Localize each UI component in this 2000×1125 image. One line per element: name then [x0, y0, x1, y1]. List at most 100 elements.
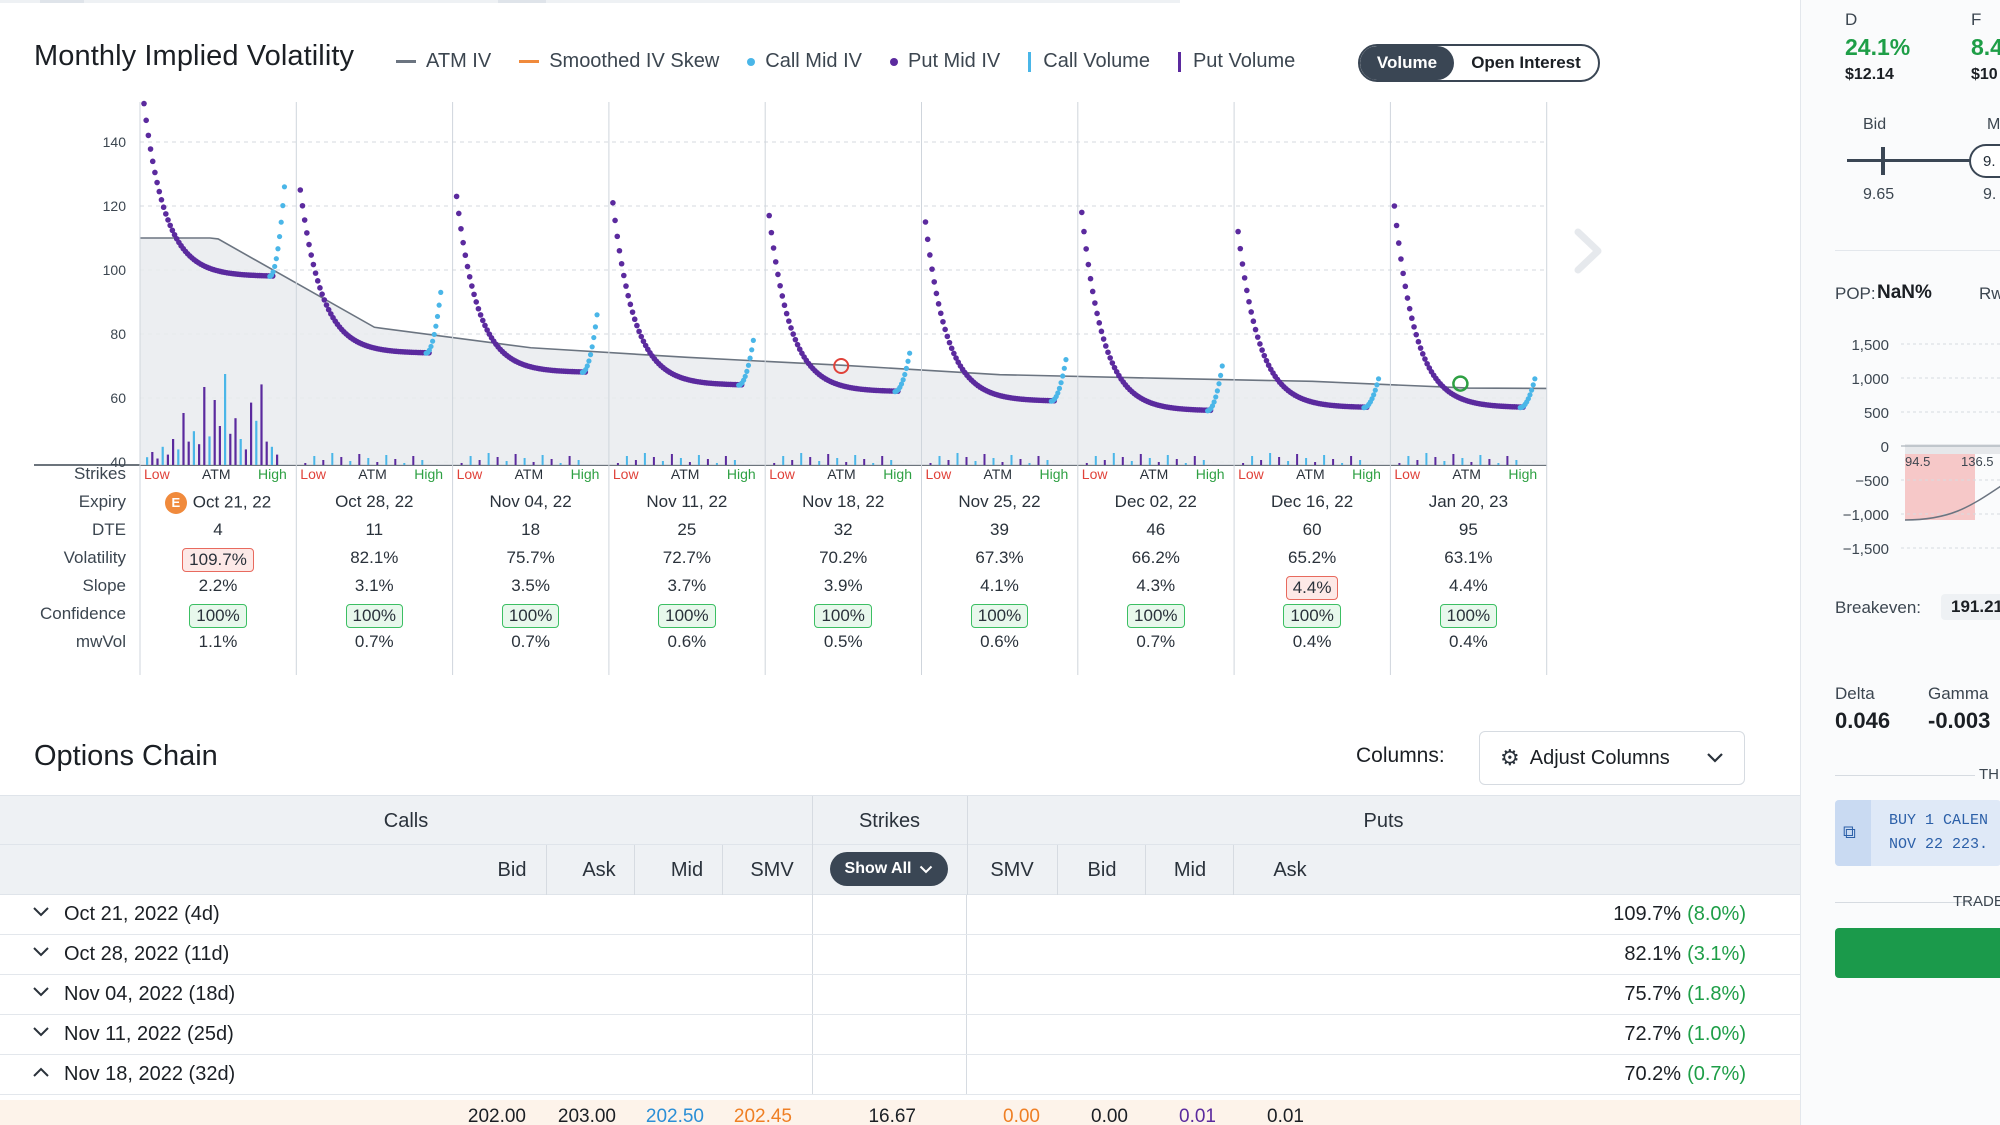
volume-oi-toggle[interactable]: Volume Open Interest	[1358, 44, 1600, 82]
put-iv-point	[1105, 349, 1111, 356]
put-iv-point	[1244, 287, 1250, 294]
volume-bar	[733, 460, 736, 465]
expiry-row[interactable]: Oct 28, 2022 (11d) 82.1% (3.1%)	[0, 935, 1800, 975]
iv-value: 75.7%	[1624, 983, 1682, 1005]
expiry-cell[interactable]: Oct 28, 22	[296, 492, 452, 512]
put-iv-point	[1096, 320, 1103, 326]
put-iv-point	[475, 305, 482, 312]
chevron-down-icon	[920, 865, 933, 873]
expiry-label: Nov 18, 2022 (32d)	[64, 1063, 236, 1085]
open-interest-toggle-option[interactable]: Open Interest	[1471, 53, 1581, 72]
legend-call-mid-iv[interactable]: Call Mid IV	[747, 50, 862, 73]
expiry-cell[interactable]: Dec 02, 22	[1078, 492, 1234, 512]
show-all-strikes-dropdown[interactable]: Show All	[830, 852, 948, 886]
expiry-row[interactable]: Nov 11, 2022 (25d) 72.7% (1.0%)	[0, 1015, 1800, 1055]
col-put-mid[interactable]: Mid	[1173, 859, 1207, 881]
confidence-cell: 100%	[765, 604, 921, 628]
copy-order-button[interactable]	[1835, 800, 1871, 866]
expiry-label: Nov 04, 2022 (18d)	[64, 983, 236, 1005]
call-mid-cell[interactable]: 202.50	[645, 1106, 704, 1125]
volume-bar	[250, 402, 253, 465]
col-call-bid[interactable]: Bid	[497, 859, 527, 881]
trade-button[interactable]	[1835, 928, 2000, 978]
put-iv-point	[1235, 228, 1241, 235]
volume-bar	[1461, 458, 1464, 465]
delta-value: 0.046	[1835, 708, 1891, 733]
call-bid-cell[interactable]: 202.00	[467, 1106, 526, 1125]
expiry-value: Nov 04, 22	[489, 492, 572, 511]
expiry-cell[interactable]: Jan 20, 23	[1390, 492, 1546, 512]
call-iv-point	[1063, 357, 1069, 363]
volatility-cell: 82.1%	[350, 548, 399, 567]
col-put-bid[interactable]: Bid	[1087, 859, 1117, 881]
col-put-smv[interactable]: SMV	[990, 859, 1034, 881]
volume-toggle-option[interactable]: Volume	[1360, 46, 1454, 80]
col-call-mid[interactable]: Mid	[670, 859, 704, 881]
volatility-cell: 109.7%	[140, 548, 296, 572]
expiry-cell[interactable]: Nov 11, 22	[609, 492, 765, 512]
col-call-ask[interactable]: Ask	[582, 859, 616, 881]
call-ask-cell[interactable]: 203.00	[557, 1106, 616, 1125]
adjust-columns-dropdown[interactable]: ⚙ Adjust Columns	[1479, 731, 1745, 785]
put-iv-point	[1098, 328, 1105, 335]
put-iv-point	[460, 239, 466, 246]
col-put-ask[interactable]: Ask	[1273, 859, 1307, 881]
expiry-cell[interactable]: Nov 04, 22	[453, 492, 609, 512]
dte-cell: 60	[1302, 520, 1322, 539]
put-iv-point	[935, 301, 942, 307]
price-slider-handle[interactable]: 9.	[1969, 144, 2000, 178]
put-iv-point	[933, 290, 940, 297]
expiry-row[interactable]: Oct 21, 2022 (4d) 109.7% (8.0%)	[0, 895, 1800, 935]
price-slider-track[interactable]	[1847, 159, 2000, 162]
slope-cell: 4.4%	[1234, 576, 1390, 600]
expiry-cell[interactable]: E Oct 21, 22	[140, 492, 296, 514]
volume-bar	[836, 458, 839, 465]
legend-put-mid-iv[interactable]: Put Mid IV	[889, 50, 1000, 73]
divider	[1145, 845, 1146, 895]
expiry-cell[interactable]: Dec 16, 22	[1234, 492, 1390, 512]
col-call-smv[interactable]: SMV	[750, 859, 794, 881]
call-iv-point	[280, 203, 286, 209]
put-iv-point	[766, 212, 772, 219]
strike-high-label: High	[1195, 466, 1225, 482]
call-iv-point	[1216, 381, 1222, 387]
expiry-cell[interactable]: Nov 18, 22	[765, 492, 921, 512]
legend-put-volume[interactable]: Put Volume	[1177, 50, 1295, 73]
volume-bar	[697, 455, 700, 465]
put-iv-point	[1103, 343, 1109, 349]
put-ask-cell[interactable]: 0.01	[1267, 1106, 1304, 1125]
put-iv-point	[927, 252, 933, 258]
slider-bid-tick	[1881, 147, 1885, 175]
legend-smoothed-skew[interactable]: Smoothed IV Skew	[519, 50, 719, 73]
volume-bar	[1359, 460, 1362, 465]
chevron-right-icon[interactable]	[1570, 228, 1606, 274]
strike-high-label: High	[414, 466, 444, 482]
expiry-cell[interactable]: Nov 25, 22	[922, 492, 1078, 512]
put-iv-point	[1085, 261, 1092, 268]
slope-cell: 4.3%	[1136, 576, 1176, 595]
volume-bar	[172, 439, 175, 465]
breakeven-label: Breakeven:	[1835, 598, 1921, 617]
volume-bar	[1305, 458, 1308, 465]
volume-bar	[782, 456, 785, 465]
volume-bar	[724, 456, 727, 465]
put-bid-cell[interactable]: 0.00	[1091, 1106, 1128, 1125]
volume-bar	[634, 460, 637, 465]
expiry-row[interactable]: Nov 04, 2022 (18d) 75.7% (1.8%)	[0, 975, 1800, 1015]
legend-call-volume[interactable]: Call Volume	[1028, 50, 1150, 73]
volume-bar	[213, 400, 216, 465]
put-iv-point	[149, 158, 156, 165]
volume-bar	[1037, 456, 1040, 465]
volume-bar	[1139, 454, 1142, 465]
put-iv-point	[1400, 270, 1406, 277]
put-iv-point	[158, 197, 165, 203]
call-iv-point	[1219, 363, 1225, 369]
put-mid-cell[interactable]: 0.01	[1179, 1106, 1216, 1125]
put-iv-point	[786, 318, 792, 324]
put-iv-point	[1393, 222, 1400, 229]
legend-atm-iv[interactable]: ATM IV	[396, 50, 491, 73]
slope-cell: 4.1%	[980, 576, 1019, 595]
put-iv-point	[323, 302, 330, 308]
expiry-row[interactable]: Nov 18, 2022 (32d) 70.2% (0.7%)	[0, 1055, 1800, 1095]
table-row[interactable]: 202.00 203.00 202.50 202.45 16.67 0.00 0…	[0, 1100, 1800, 1125]
